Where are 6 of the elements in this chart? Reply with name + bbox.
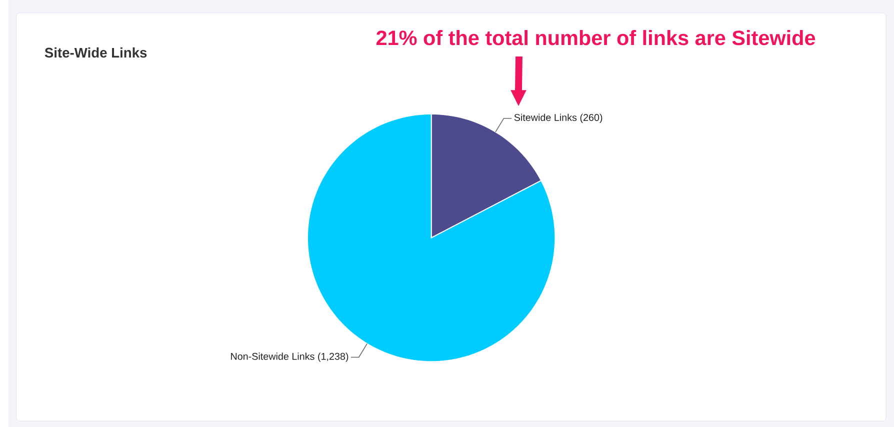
slice-label: Non-Sitewide Links <box>231 352 314 360</box>
data-label: (260) <box>580 114 602 123</box>
data-label: (1,238) <box>318 352 348 362</box>
slice-label: Sitewide Links <box>514 114 577 121</box>
text: 21% of the total number of links are Sitewide <box>376 30 816 46</box>
text: Site-Wide Links <box>44 47 147 58</box>
